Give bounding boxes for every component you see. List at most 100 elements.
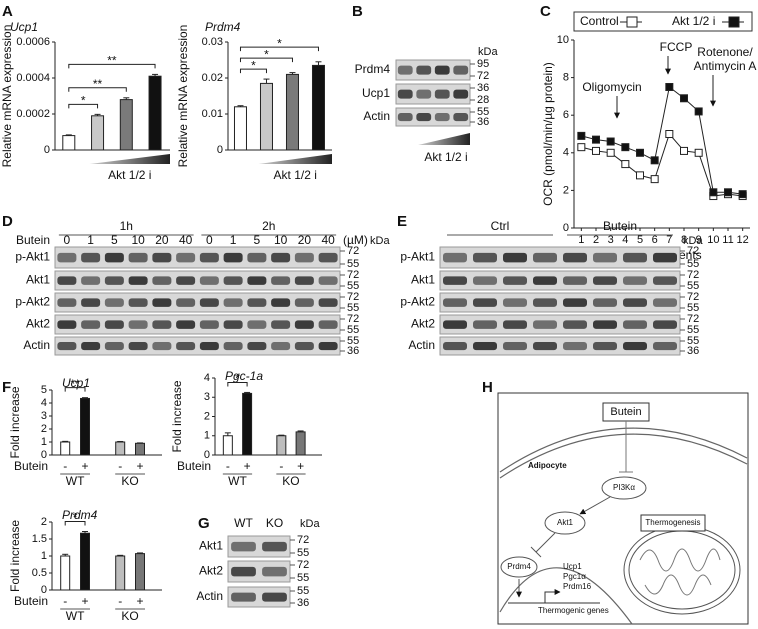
unit-label: kDa: [300, 518, 320, 530]
blot-strip: [227, 535, 291, 558]
x-tick-label: 11: [722, 234, 733, 246]
blot-band: [653, 252, 677, 263]
row-label: Actin: [363, 109, 390, 123]
marker-label: 72: [687, 269, 699, 281]
marker-label: 55: [687, 324, 699, 336]
data-point: [709, 188, 718, 197]
panel-letter: C: [540, 3, 551, 20]
marker-label: 55: [687, 280, 699, 292]
data-point: [636, 148, 644, 157]
annotation: Oligomycin: [582, 80, 641, 94]
y-tick-label: 0: [217, 144, 223, 156]
kinase-label: PI3Kα: [613, 483, 635, 492]
blot-band: [231, 592, 256, 602]
bar: [62, 135, 76, 151]
blot-band: [128, 252, 148, 263]
group-label: KO: [121, 609, 138, 623]
chart-title: Prdm4: [62, 508, 98, 522]
target-label: Ucp1: [563, 562, 582, 571]
y-tick-label: 0.0002: [16, 108, 50, 120]
blot-band: [503, 298, 527, 307]
y-tick-label: 3: [204, 391, 210, 403]
dose-label: 10: [131, 233, 145, 247]
blot-band: [262, 566, 287, 577]
blot-band: [199, 276, 219, 285]
blot-band: [104, 252, 124, 263]
y-axis-label: Relative mRNA expression: [176, 25, 190, 168]
marker-label: 55: [347, 280, 359, 292]
row-label: Akt2: [199, 564, 223, 578]
significance-label: *: [264, 47, 269, 61]
blot-band: [81, 342, 101, 351]
y-tick-label: 1.5: [32, 533, 47, 545]
bar: [135, 553, 145, 591]
blot-strip: [439, 314, 681, 335]
x-tick-label: 8: [681, 234, 687, 246]
y-tick-label: 1: [204, 430, 210, 442]
lane-label: WT: [234, 516, 253, 530]
bar: [91, 115, 105, 151]
blot-band: [318, 276, 338, 285]
blot-band: [176, 320, 196, 329]
blot-strip: [439, 270, 681, 291]
bar: [276, 435, 287, 456]
y-tick-label: 0: [44, 144, 50, 156]
blot-band: [563, 276, 587, 285]
blot-band: [453, 89, 469, 99]
panel-letter: E: [397, 213, 407, 230]
marker-label: 72: [347, 269, 359, 281]
group-label: KO: [282, 474, 299, 488]
blot-strip: [439, 246, 681, 269]
significance-label: *: [251, 58, 256, 72]
blot-band: [503, 342, 527, 351]
blot-band: [152, 342, 172, 351]
blot-band: [176, 276, 196, 285]
cristae: [639, 548, 721, 596]
y-tick-label: 0: [41, 584, 47, 596]
data-point: [665, 130, 674, 138]
x-tick-label: 4: [622, 234, 628, 246]
chart-title: Ucp1: [62, 376, 90, 390]
dose-label: 20: [155, 233, 169, 247]
blot-band: [176, 252, 196, 263]
blot-band: [653, 320, 677, 329]
blot-band: [473, 276, 497, 285]
blot-band: [318, 252, 338, 263]
kinase-node: [601, 476, 647, 500]
blot-band: [563, 320, 587, 329]
marker-label: 55: [297, 572, 309, 584]
akt-label: Akt1: [557, 518, 574, 527]
dose-triangle: [418, 133, 470, 145]
significance-bracket: [68, 63, 156, 69]
factor-node: [500, 556, 538, 578]
data-point: [665, 83, 674, 91]
blot-band: [176, 298, 196, 307]
y-tick-label: 10: [557, 34, 569, 46]
y-tick-label: 2: [41, 423, 47, 435]
blot-band: [262, 541, 287, 552]
blot-band: [473, 252, 497, 263]
row-label: Actin: [408, 338, 435, 352]
blot-band: [533, 276, 557, 285]
blot-band: [231, 541, 256, 552]
membrane: [499, 433, 748, 479]
bar: [233, 106, 247, 151]
blot-band: [653, 298, 677, 307]
row-label: Akt2: [26, 317, 50, 331]
y-tick-label: 4: [41, 397, 47, 409]
dose-label: 1: [87, 233, 94, 247]
bar: [80, 397, 90, 456]
dose-label: 5: [111, 233, 118, 247]
blot-band: [271, 298, 291, 307]
sign-label: +: [297, 459, 304, 473]
target-label: Prdm16: [563, 582, 592, 591]
marker-label: 72: [297, 559, 309, 571]
blot-band: [653, 342, 677, 351]
unit-label: kDa: [370, 235, 390, 247]
legend-marker: [728, 16, 740, 28]
legend-box: [573, 11, 753, 32]
blot-strip: [54, 292, 341, 313]
bar: [311, 64, 325, 151]
significance-label: *: [73, 511, 78, 525]
sign-label: -: [226, 459, 230, 473]
